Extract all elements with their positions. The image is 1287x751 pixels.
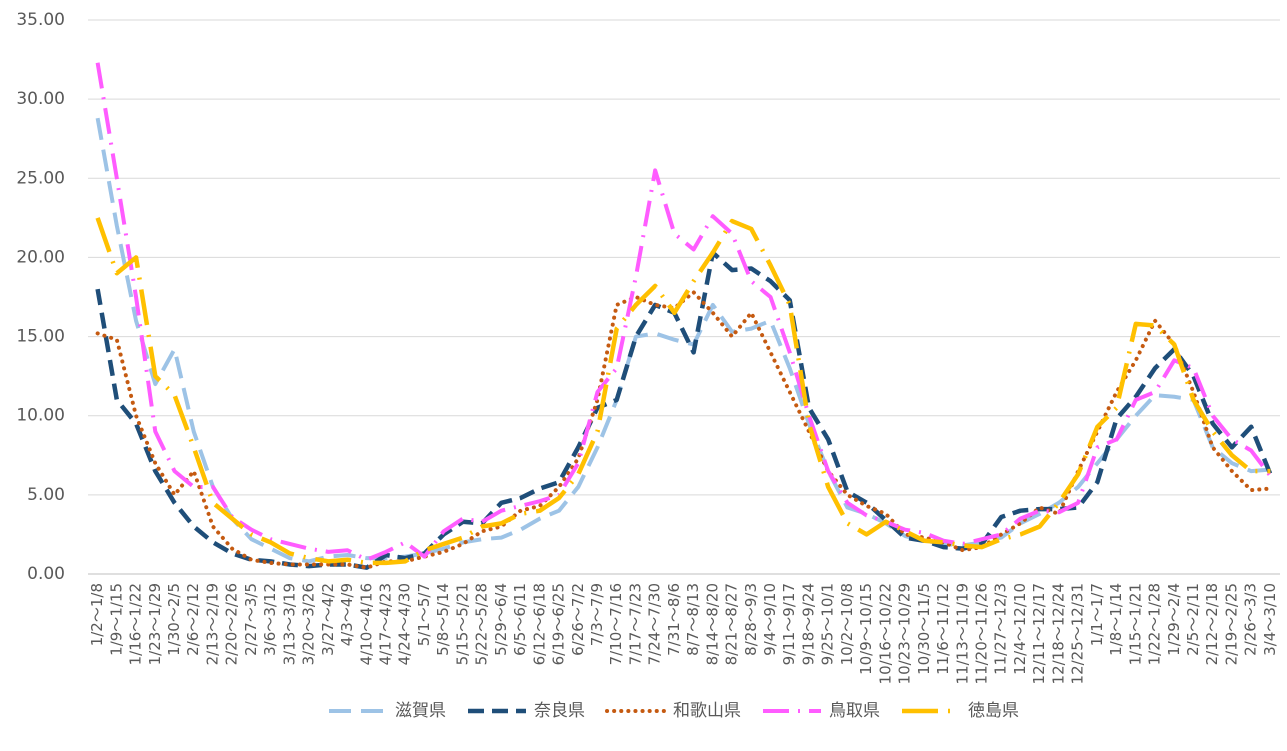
y-tick-label: 5.00	[27, 485, 65, 505]
x-tick-label: 7/10～7/16	[607, 583, 625, 665]
x-tick-label: 10/30～11/5	[915, 583, 933, 675]
x-tick-label: 10/16～10/22	[876, 583, 894, 684]
x-tick-label: 5/15～5/21	[453, 583, 471, 665]
x-tick-label: 2/27～3/5	[242, 583, 260, 656]
legend-label: 滋賀県	[395, 701, 446, 721]
x-tick-label: 8/14～8/20	[703, 583, 721, 665]
x-tick-label: 9/11～9/17	[780, 583, 798, 665]
x-tick-label: 1/2～1/8	[88, 583, 106, 646]
y-tick-label: 20.00	[16, 247, 65, 267]
x-tick-label: 1/29～2/4	[1165, 583, 1183, 656]
x-tick-label: 3/13～3/19	[280, 583, 298, 665]
x-tick-label: 6/5～6/11	[511, 583, 529, 656]
x-tick-label: 11/27～12/3	[992, 583, 1010, 675]
x-tick-label: 4/3～4/9	[338, 583, 356, 646]
y-tick-label: 0.00	[27, 564, 65, 584]
y-tick-label: 35.00	[16, 10, 65, 30]
x-tick-label: 11/13～11/19	[953, 583, 971, 684]
legend-label: 和歌山県	[673, 701, 741, 721]
x-tick-label: 10/2～10/8	[838, 583, 856, 665]
y-tick-label: 30.00	[16, 89, 65, 109]
x-tick-label: 1/23～1/29	[146, 583, 164, 665]
y-tick-label: 25.00	[16, 168, 65, 188]
legend-label: 鳥取県	[829, 701, 880, 721]
x-tick-label: 12/25～12/31	[1069, 583, 1087, 684]
x-tick-label: 8/28～9/3	[742, 583, 760, 656]
x-tick-label: 11/20～11/26	[973, 583, 991, 684]
x-tick-label: 2/12～2/18	[1203, 583, 1221, 665]
x-tick-label: 2/5～2/11	[1184, 583, 1202, 656]
x-tick-label: 8/21～8/27	[723, 583, 741, 665]
x-tick-label: 6/12～6/18	[530, 583, 548, 665]
x-tick-label: 6/26～7/2	[569, 583, 587, 656]
x-tick-label: 10/9～10/15	[857, 583, 875, 675]
x-tick-label: 3/27～4/2	[319, 583, 337, 656]
x-tick-label: 2/13～2/19	[203, 583, 221, 665]
x-tick-label: 5/29～6/4	[492, 583, 510, 656]
x-tick-label: 3/4～3/10	[1261, 583, 1279, 656]
x-tick-label: 9/4～9/10	[761, 583, 779, 656]
x-tick-label: 1/30～2/5	[165, 583, 183, 656]
y-tick-label: 15.00	[16, 327, 65, 347]
series-line	[95, 217, 1271, 566]
x-tick-label: 2/26～3/3	[1242, 583, 1260, 656]
x-tick-label: 8/7～8/13	[684, 583, 702, 656]
x-tick-label: 5/22～5/28	[473, 583, 491, 665]
x-tick-label: 1/22～1/28	[1146, 583, 1164, 665]
x-tick-label: 9/25～10/1	[819, 583, 837, 665]
x-tick-label: 3/20～3/26	[300, 583, 318, 665]
x-tick-label: 9/18～9/24	[799, 583, 817, 665]
x-tick-label: 2/20～2/26	[223, 583, 241, 665]
series-line	[95, 62, 1272, 562]
x-tick-label: 7/17～7/23	[626, 583, 644, 665]
x-tick-label: 3/6～3/12	[261, 583, 279, 656]
x-tick-label: 11/6～11/12	[934, 583, 952, 675]
legend-label: 徳島県	[968, 701, 1019, 721]
x-tick-label: 1/16～1/22	[127, 583, 145, 665]
series-line	[95, 117, 1271, 564]
x-tick-label: 1/8～1/14	[1107, 583, 1125, 656]
x-tick-label: 6/19～6/25	[550, 583, 568, 665]
legend-label: 奈良県	[534, 701, 585, 721]
x-tick-label: 4/24～4/30	[396, 583, 414, 665]
x-tick-label: 12/4～12/10	[1011, 583, 1029, 675]
x-tick-label: 12/11～12/17	[1030, 583, 1048, 684]
x-tick-label: 5/1～5/7	[415, 583, 433, 646]
legend: 滋賀県 奈良県 和歌山県 鳥取県 徳島県	[329, 701, 1019, 721]
x-tick-label: 7/3～7/9	[588, 583, 606, 646]
x-tick-label: 4/17～4/23	[377, 583, 395, 665]
x-tick-label: 2/19～2/25	[1222, 583, 1240, 665]
x-tick-label: 1/1～1/7	[1088, 583, 1106, 646]
y-tick-label: 10.00	[16, 406, 65, 426]
x-tick-label: 7/31～8/6	[665, 583, 683, 656]
x-tick-label: 7/24～7/30	[646, 583, 664, 665]
x-tick-label: 4/10～4/16	[357, 583, 375, 665]
x-tick-label: 5/8～5/14	[434, 583, 452, 656]
x-tick-label: 10/23～10/29	[896, 583, 914, 684]
x-tick-label: 12/18～12/24	[1049, 583, 1067, 684]
x-tick-label: 1/15～1/21	[1126, 583, 1144, 665]
x-tick-label: 1/9～1/15	[107, 583, 125, 656]
x-tick-label: 2/6～2/12	[184, 583, 202, 656]
